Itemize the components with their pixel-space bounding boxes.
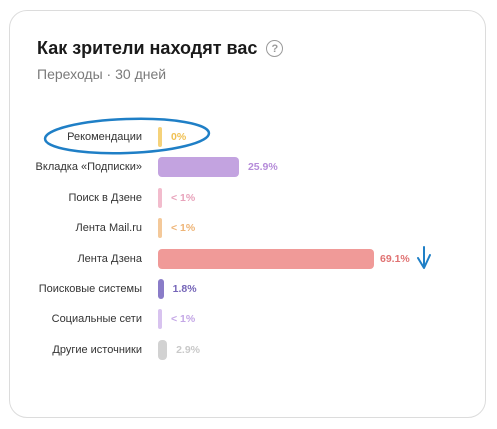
value-label: 25.9% [247,161,278,174]
category-label: Вкладка «Подписки» [35,161,142,174]
bar[interactable] [158,339,168,360]
chart-row: Другие источники 2.9% [0,337,497,363]
traffic-sources-card [9,10,486,418]
category-label: Поисковые системы [38,283,142,295]
bar[interactable] [158,309,162,330]
card-header: Как зрители находят вас ? [37,38,284,59]
card-subtitle: Переходы · 30 дней [37,66,167,82]
category-label: Лента Дзена [77,252,142,265]
category-label: Социальные сети [51,313,142,326]
chart-row: Лента Дзена 69.1% [0,246,497,272]
value-label: 69.1% [380,252,410,265]
bar[interactable] [158,127,162,147]
category-label: Рекомендации [67,131,142,143]
bar[interactable] [158,279,164,299]
bar[interactable] [158,218,162,239]
bar[interactable] [158,157,239,178]
chart-row: Рекомендации 0% [0,124,497,150]
category-label: Другие источники [52,343,142,356]
chart-row: Лента Mail.ru < 1% [0,215,497,241]
category-label: Лента Mail.ru [75,222,142,235]
card-title: Как зрители находят вас [37,38,258,58]
category-label: Поиск в Дзене [68,191,142,204]
value-label: 0% [171,131,187,143]
value-label: 1.8% [172,283,197,295]
chart-row: Вкладка «Подписки» 25.9% [0,154,497,180]
bar[interactable] [158,187,162,208]
chart-row: Поисковые системы 1.8% [0,276,497,302]
value-label: < 1% [171,313,196,326]
chart-row: Социальные сети < 1% [0,306,497,332]
help-icon[interactable]: ? [266,40,284,57]
value-label: < 1% [171,222,196,235]
value-label: 2.9% [176,343,200,356]
bar[interactable] [158,248,374,269]
value-label: < 1% [171,191,196,204]
chart-row: Поиск в Дзене < 1% [0,185,497,211]
